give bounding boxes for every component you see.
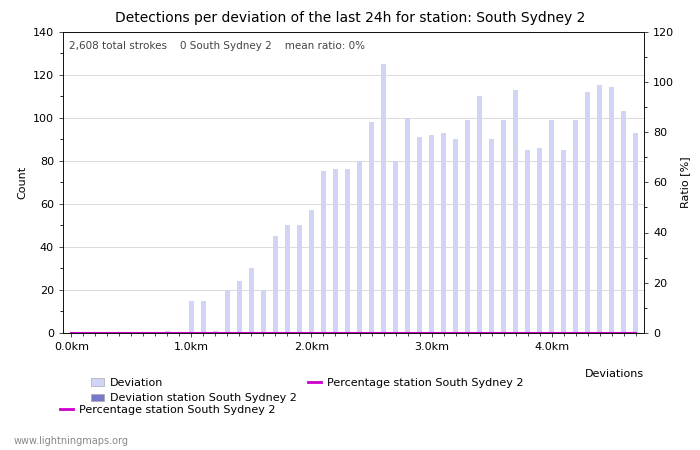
Bar (477, 96, 482, 333)
Y-axis label: Ratio [%]: Ratio [%] (680, 157, 689, 208)
Bar (274, 236, 278, 333)
Bar (429, 135, 433, 333)
Bar (202, 301, 206, 333)
Bar (249, 268, 253, 333)
Y-axis label: Count: Count (18, 166, 27, 199)
Bar (358, 161, 362, 333)
Bar (261, 290, 265, 333)
Bar (225, 290, 230, 333)
Bar (585, 92, 589, 333)
Bar (598, 86, 602, 333)
Text: 2,608 total strokes    0 South Sydney 2    mean ratio: 0%: 2,608 total strokes 0 South Sydney 2 mea… (69, 40, 365, 50)
Bar (382, 64, 386, 333)
Bar (165, 331, 169, 333)
Bar (417, 137, 421, 333)
Bar (189, 301, 193, 333)
Bar (214, 331, 218, 333)
Bar (286, 225, 290, 333)
Bar (514, 90, 518, 333)
Bar (442, 133, 446, 333)
Bar (393, 161, 398, 333)
Bar (550, 120, 554, 333)
Bar (634, 133, 638, 333)
Bar (526, 150, 530, 333)
Bar (538, 148, 542, 333)
Bar (321, 171, 326, 333)
Bar (561, 150, 566, 333)
Bar (345, 169, 349, 333)
Bar (298, 225, 302, 333)
Text: www.lightningmaps.org: www.lightningmaps.org (14, 436, 129, 446)
Bar (454, 139, 458, 333)
Legend: Percentage station South Sydney 2: Percentage station South Sydney 2 (60, 405, 275, 415)
Text: Detections per deviation of the last 24h for station: South Sydney 2: Detections per deviation of the last 24h… (115, 11, 585, 25)
Bar (237, 281, 241, 333)
Bar (573, 120, 578, 333)
Bar (610, 87, 614, 333)
Bar (370, 122, 374, 333)
Bar (622, 111, 626, 333)
Bar (405, 117, 409, 333)
Bar (466, 120, 470, 333)
Bar (489, 139, 493, 333)
Text: Deviations: Deviations (585, 369, 644, 379)
Bar (333, 169, 337, 333)
Bar (309, 210, 314, 333)
Bar (501, 120, 505, 333)
